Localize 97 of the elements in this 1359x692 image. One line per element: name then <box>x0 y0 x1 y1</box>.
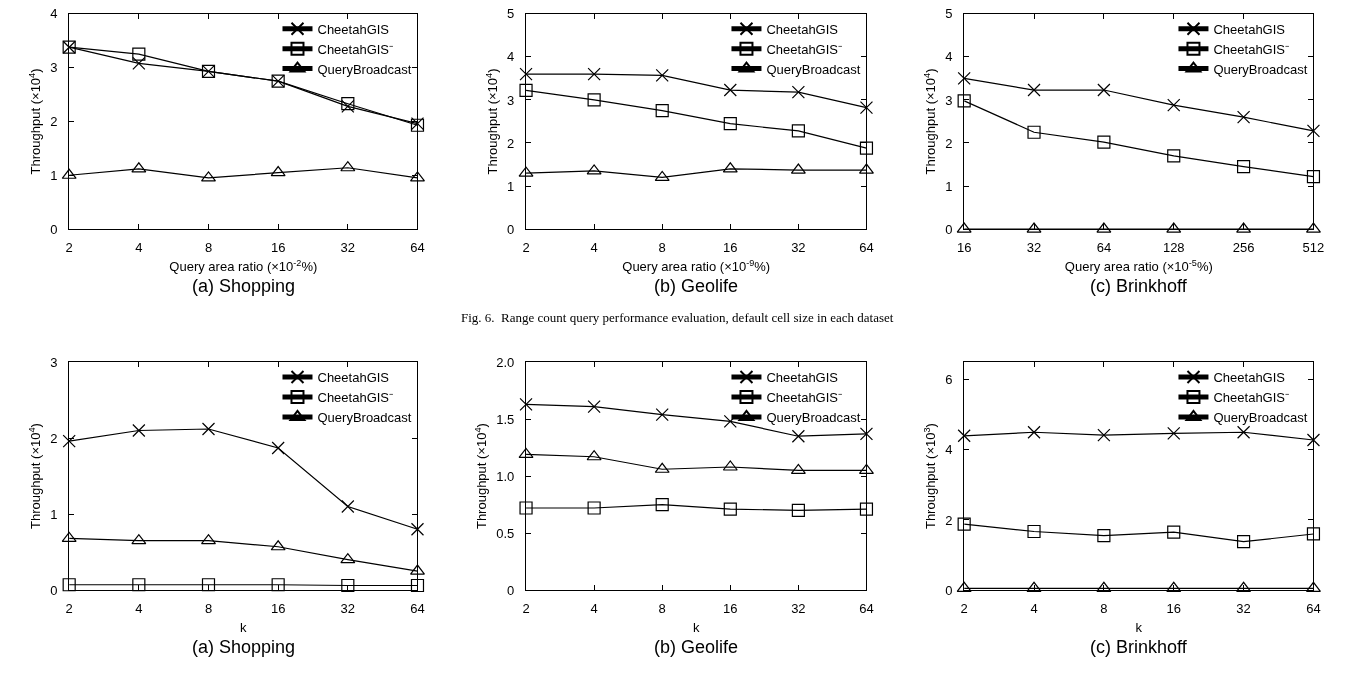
text: (a) Shopping <box>192 637 296 657</box>
x-tick-label: 4 <box>135 600 143 616</box>
y-tick-label: 5 <box>507 6 515 22</box>
x-tick-label: 4 <box>1030 600 1038 616</box>
x-tick-label: 32 <box>791 600 806 616</box>
text: (c) Brinkhoff <box>1090 276 1188 296</box>
text: (b) Geolife <box>654 276 739 296</box>
y-tick-label: 1 <box>50 506 58 522</box>
x-tick-label: 64 <box>859 600 874 616</box>
x-axis-title: k <box>1135 620 1143 636</box>
legend-label: CheetahGIS⁻ <box>1213 41 1290 57</box>
x-tick-label: 8 <box>1100 600 1108 616</box>
y-tick-label: 2 <box>507 135 515 151</box>
caption: Fig. 6. Range count query performance evaluation, default cell size in each dataset <box>461 310 894 325</box>
y-tick-label: 2 <box>945 512 953 528</box>
y-tick-label: 3 <box>50 354 58 370</box>
legend-label: QueryBroadcast <box>1213 61 1308 77</box>
y-tick-label: 4 <box>507 49 515 65</box>
legend-label: CheetahGIS⁻ <box>317 41 394 57</box>
x-tick-label: 16 <box>270 239 286 255</box>
x-tick-label: 2 <box>960 600 968 616</box>
y-tick-label: 1.0 <box>496 468 515 484</box>
legend-label: CheetahGIS⁻ <box>766 41 843 57</box>
x-axis-title: Query area ratio (×10$^{-2}$%) <box>169 257 318 275</box>
x-axis-title: k <box>240 620 248 636</box>
y-tick-label: 2.0 <box>496 354 515 370</box>
x-tick-label: 64 <box>410 239 425 255</box>
y-tick-label: 2 <box>50 114 58 130</box>
x-tick-label: 4 <box>590 600 598 616</box>
x-tick-label: 8 <box>658 600 666 616</box>
legend-label: QueryBroadcast <box>766 409 861 425</box>
legend-label: CheetahGIS⁻ <box>766 390 843 406</box>
legend-label: CheetahGIS <box>317 370 390 386</box>
legend-label: QueryBroadcast <box>766 61 861 77</box>
y-tick-label: 2 <box>50 430 58 446</box>
x-axis-title: Query area ratio (×10$^{-5}$%) <box>1064 257 1213 275</box>
y-tick-label: 0 <box>50 582 58 598</box>
y-tick-label: 0.5 <box>496 525 515 541</box>
x-tick-label: 16 <box>956 239 972 255</box>
y-tick-label: 5 <box>945 6 953 22</box>
y-tick-label: 1.5 <box>496 411 515 427</box>
x-tick-label: 8 <box>204 239 213 255</box>
legend-label: CheetahGIS <box>766 370 839 386</box>
x-tick-label: 16 <box>723 600 738 616</box>
legend-label: CheetahGIS <box>766 21 839 37</box>
text: (a) Shopping <box>192 276 296 296</box>
x-tick-label: 32 <box>1026 239 1042 255</box>
legend-label: QueryBroadcast <box>1213 409 1308 425</box>
legend-label: CheetahGIS <box>1213 21 1286 37</box>
legend-label: CheetahGIS⁻ <box>317 390 394 406</box>
x-axis-title: Query area ratio (×10$^{-9}$%) <box>622 257 771 275</box>
y-tick-label: 0 <box>507 582 515 598</box>
x-tick-label: 16 <box>723 239 738 255</box>
y-tick-label: 3 <box>507 92 515 108</box>
legend-label: CheetahGIS <box>1213 370 1286 386</box>
y-tick-label: 0 <box>945 582 953 598</box>
x-tick-label: 128 <box>1162 239 1185 255</box>
text: (c) Brinkhoff <box>1090 637 1188 657</box>
y-tick-label: 6 <box>945 372 953 388</box>
y-tick-label: 2 <box>945 135 953 151</box>
y-tick-label: 3 <box>50 60 58 76</box>
y-tick-label: 1 <box>507 178 515 194</box>
x-tick-label: 2 <box>522 239 530 255</box>
x-tick-label: 32 <box>340 239 356 255</box>
legend-label: CheetahGIS <box>317 21 390 37</box>
text: (b) Geolife <box>654 637 739 657</box>
y-tick-label: 4 <box>945 49 953 65</box>
x-axis-title: k <box>693 620 700 636</box>
legend-label: QueryBroadcast <box>317 409 412 425</box>
x-tick-label: 64 <box>1096 239 1112 255</box>
legend-label: CheetahGIS⁻ <box>1213 390 1290 406</box>
x-tick-label: 16 <box>1166 600 1181 616</box>
y-tick-label: 0 <box>507 221 515 237</box>
x-tick-label: 32 <box>791 239 806 255</box>
x-tick-label: 512 <box>1302 239 1325 255</box>
legend-label: QueryBroadcast <box>317 61 412 77</box>
x-tick-label: 8 <box>658 239 666 255</box>
y-tick-label: 4 <box>50 6 58 22</box>
x-tick-label: 64 <box>410 600 425 616</box>
y-tick-label: 1 <box>50 167 58 183</box>
x-tick-label: 32 <box>340 600 356 616</box>
x-tick-label: 2 <box>65 239 73 255</box>
y-tick-label: 4 <box>945 442 953 458</box>
x-tick-label: 64 <box>1306 600 1321 616</box>
x-tick-label: 8 <box>204 600 213 616</box>
x-tick-label: 256 <box>1232 239 1255 255</box>
y-tick-label: 0 <box>945 221 953 237</box>
x-tick-label: 64 <box>859 239 874 255</box>
x-tick-label: 4 <box>135 239 143 255</box>
y-tick-label: 0 <box>50 221 58 237</box>
y-tick-label: 3 <box>945 92 953 108</box>
x-tick-label: 16 <box>270 600 286 616</box>
x-tick-label: 2 <box>522 600 530 616</box>
y-tick-label: 1 <box>945 178 953 194</box>
x-tick-label: 4 <box>590 239 598 255</box>
x-tick-label: 32 <box>1236 600 1251 616</box>
x-tick-label: 2 <box>65 600 73 616</box>
